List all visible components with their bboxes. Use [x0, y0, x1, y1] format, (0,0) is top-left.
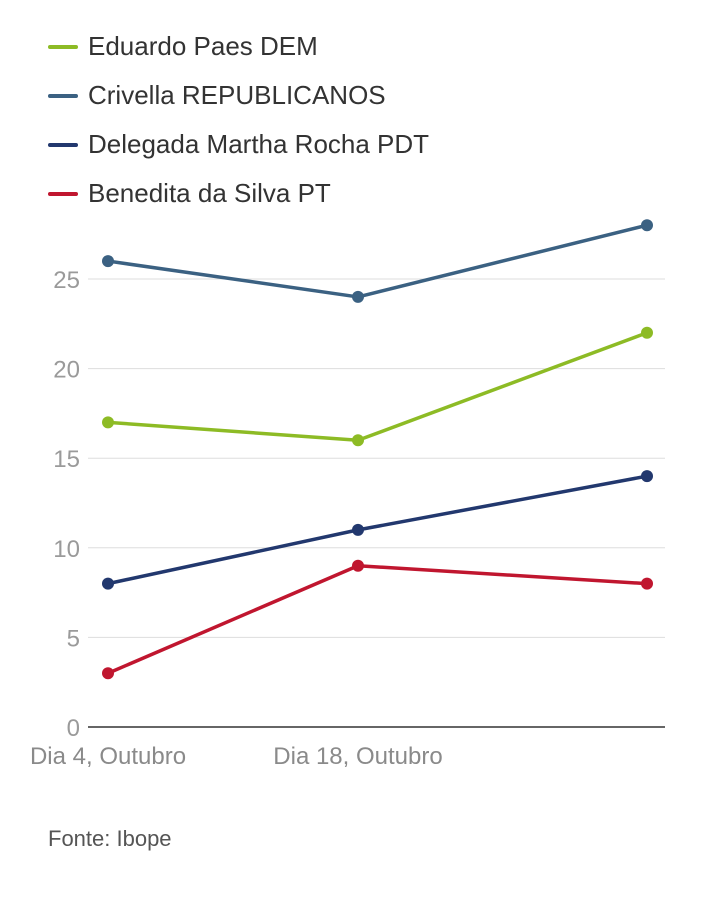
legend-item-benedita: Benedita da Silva PT — [48, 169, 429, 218]
y-tick-label: 20 — [53, 357, 80, 384]
data-point — [102, 577, 114, 590]
series-line — [106, 331, 649, 443]
y-tick-label: 10 — [53, 536, 80, 563]
data-point — [352, 559, 364, 572]
y-tick-label: 25 — [53, 267, 80, 294]
data-point — [102, 416, 114, 429]
legend-item-eduardo-paes: Eduardo Paes DEM — [48, 22, 429, 71]
line-chart: 0 5 10 15 20 25 Dia 4, Outubro Dia 18, Outubro — [30, 219, 665, 770]
source-note: Fonte: Ibope — [48, 826, 172, 851]
data-point — [641, 470, 653, 483]
y-tick-label: 0 — [67, 715, 80, 742]
legend-label: Crivella REPUBLICANOS — [88, 80, 386, 110]
legend-label: Eduardo Paes DEM — [88, 31, 318, 61]
series-line — [106, 223, 649, 299]
data-point — [641, 219, 653, 232]
legend-item-martha-rocha: Delegada Martha Rocha PDT — [48, 120, 429, 169]
legend-swatch — [48, 142, 78, 147]
chart-legend: Eduardo Paes DEM Crivella REPUBLICANOS D… — [48, 22, 429, 218]
series-line — [106, 563, 649, 675]
data-point — [641, 326, 653, 339]
y-tick-label: 5 — [67, 625, 80, 652]
legend-swatch — [48, 44, 78, 49]
data-point — [102, 255, 114, 268]
x-tick-label: Dia 4, Outubro — [30, 743, 186, 770]
data-point — [352, 434, 364, 447]
legend-swatch — [48, 191, 78, 196]
data-point — [352, 523, 364, 536]
legend-swatch — [48, 93, 78, 98]
data-point — [102, 667, 114, 680]
x-tick-label: Dia 18, Outubro — [273, 743, 442, 770]
legend-label: Benedita da Silva PT — [88, 178, 331, 208]
y-tick-label: 15 — [53, 446, 80, 473]
data-point — [352, 290, 364, 303]
data-point — [641, 577, 653, 590]
legend-label: Delegada Martha Rocha PDT — [88, 129, 430, 159]
legend-item-crivella: Crivella REPUBLICANOS — [48, 71, 429, 120]
